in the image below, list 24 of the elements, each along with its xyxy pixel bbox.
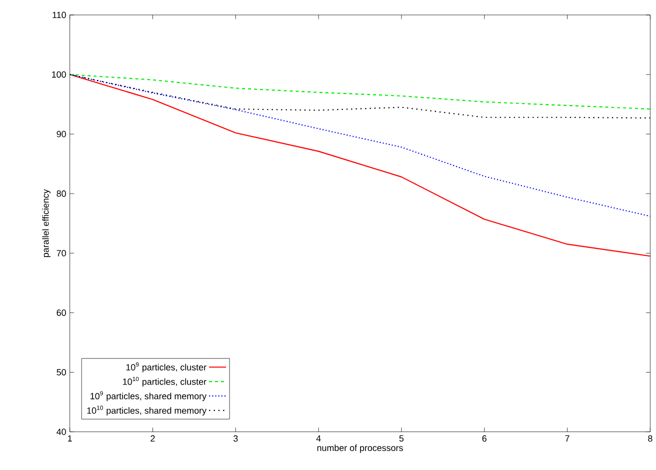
y-tick-label: 90 — [56, 131, 66, 138]
legend-label: 10$^{9}$ particles, shared memory — [90, 391, 206, 402]
legend-label: 10$^{9}$ particles, cluster — [126, 362, 206, 372]
y-tick-label: 70 — [56, 250, 66, 256]
y-tick-label: 100 — [52, 71, 66, 78]
x-tick-label: 5 — [399, 435, 404, 442]
y-tick-label: 40 — [56, 428, 66, 436]
line-series — [70, 74, 650, 257]
x-tick-label: 6 — [482, 435, 486, 442]
legend-label: 10$^{10}$ particles, cluster — [123, 376, 206, 387]
y-tick-label: 50 — [56, 369, 66, 376]
legend-label: 10$^{10}$ particles, shared memory — [87, 406, 206, 416]
x-tick-label: 2 — [150, 435, 155, 442]
y-axis-title: parallel efficiency — [42, 189, 51, 258]
x-tick-label: 7 — [565, 435, 570, 442]
x-tick-label: 8 — [648, 435, 652, 442]
y-tick-label: 110 — [52, 12, 66, 18]
y-tick-label: 80 — [56, 190, 66, 197]
y-tick-label: 60 — [56, 310, 66, 316]
line-series — [70, 74, 650, 110]
x-axis-title: number of processors — [317, 444, 403, 453]
x-tick-label: 4 — [316, 435, 321, 442]
x-tick-label: 1 — [68, 435, 72, 442]
x-tick-label: 3 — [233, 435, 238, 442]
